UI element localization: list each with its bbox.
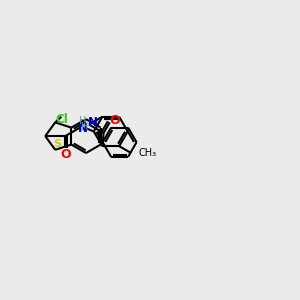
Text: H: H xyxy=(81,122,89,132)
Text: Cl: Cl xyxy=(55,113,68,126)
Text: O: O xyxy=(60,148,70,161)
Text: O: O xyxy=(109,114,120,127)
Text: N: N xyxy=(78,122,88,135)
Text: N: N xyxy=(88,116,98,130)
Text: S: S xyxy=(53,140,62,149)
Text: H: H xyxy=(79,116,87,127)
Text: CH₃: CH₃ xyxy=(139,148,157,158)
